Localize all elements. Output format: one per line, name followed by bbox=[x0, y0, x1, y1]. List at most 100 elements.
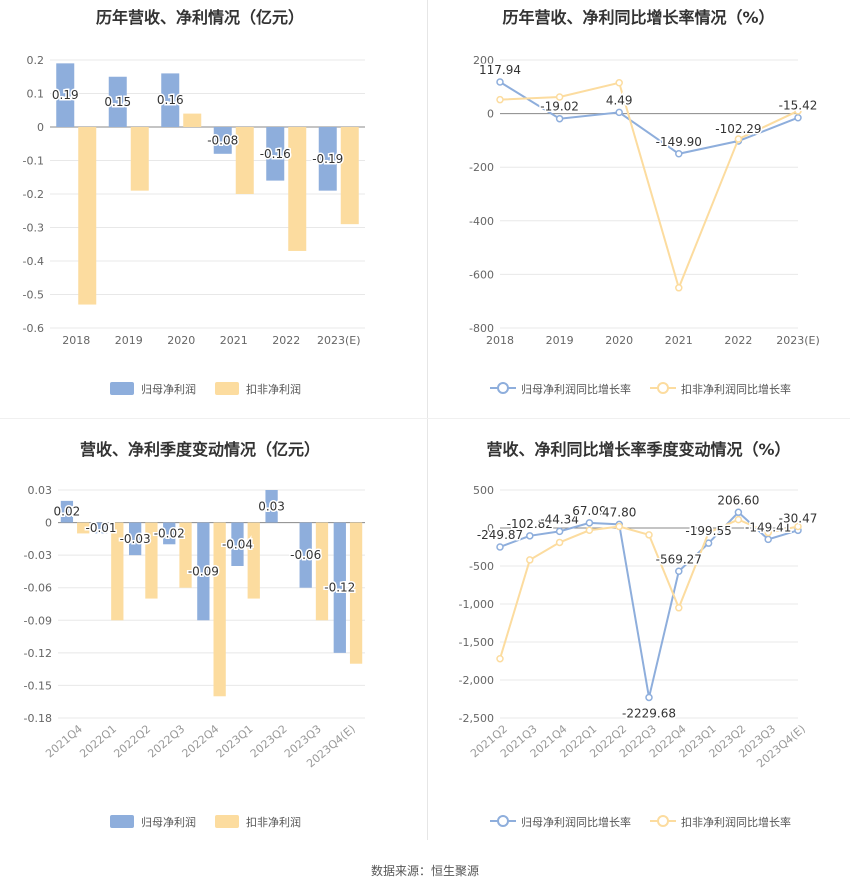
bar-deducted-net-profit bbox=[235, 127, 254, 194]
point-parent-growth bbox=[526, 532, 534, 540]
bar-deducted-net-profit bbox=[130, 127, 149, 191]
bar-deducted-net-profit bbox=[179, 522, 192, 588]
data-label: -0.16 bbox=[260, 147, 291, 161]
y-tick-label: 0.1 bbox=[27, 88, 45, 101]
point-parent-growth bbox=[496, 543, 504, 551]
data-source-footer: 数据来源：恒生聚源 bbox=[370, 864, 479, 878]
line-deducted-growth bbox=[499, 518, 799, 660]
quarterly-growth-chart: 5000-500-1,000-1,500-2,000-2,5002021Q220… bbox=[459, 484, 819, 829]
bar-deducted-net-profit bbox=[111, 522, 124, 621]
x-tick-label: 2019 bbox=[546, 334, 574, 347]
data-label: -0.08 bbox=[207, 133, 238, 147]
point-deducted-growth bbox=[615, 522, 623, 531]
point-parent-growth bbox=[764, 535, 772, 544]
legend-swatch-parent-net-profit bbox=[110, 382, 134, 395]
legend-swatch-deducted-net-profit bbox=[215, 815, 239, 828]
point-parent-growth bbox=[496, 78, 504, 86]
y-tick-label: -0.1 bbox=[23, 155, 44, 168]
x-tick-label: 2021 bbox=[665, 334, 693, 347]
y-tick-label: -0.5 bbox=[23, 289, 44, 302]
bar-parent-net-profit bbox=[213, 127, 232, 154]
x-tick-label: 2022Q1 bbox=[77, 722, 119, 760]
x-tick-label: 2021 bbox=[220, 334, 248, 347]
point-deducted-growth bbox=[704, 528, 713, 537]
chart-title-annual-growth: 历年营收、净利同比增长率情况（%） bbox=[502, 8, 775, 27]
point-parent-growth bbox=[555, 114, 564, 123]
y-tick-label: -0.3 bbox=[23, 222, 44, 235]
bar-parent-net-profit bbox=[56, 63, 75, 127]
y-tick-label: 0 bbox=[487, 522, 494, 535]
bar-parent-net-profit bbox=[299, 522, 312, 588]
data-label: 0.02 bbox=[54, 505, 81, 519]
y-tick-label: -0.4 bbox=[23, 255, 44, 268]
legend-label: 扣非净利润同比增长率 bbox=[681, 382, 791, 396]
data-label: -19.02 bbox=[540, 100, 579, 114]
legend-label: 归母净利润 bbox=[141, 815, 196, 829]
data-label: -0.09 bbox=[188, 564, 219, 578]
x-tick-label: 2023Q1 bbox=[214, 722, 256, 760]
y-tick-label: -0.2 bbox=[23, 188, 44, 201]
bar-deducted-net-profit bbox=[78, 127, 97, 305]
bar-deducted-net-profit bbox=[77, 522, 90, 534]
bar-parent-net-profit bbox=[231, 522, 244, 566]
x-tick-label: 2020 bbox=[605, 334, 633, 347]
legend-swatch-parent-net-profit bbox=[110, 815, 134, 828]
y-tick-label: 200 bbox=[473, 54, 494, 67]
x-tick-label: 2023Q2 bbox=[248, 722, 290, 760]
bar-parent-net-profit bbox=[333, 522, 346, 653]
x-tick-label: 2022Q3 bbox=[146, 722, 188, 760]
data-label: -249.87 bbox=[477, 528, 523, 542]
legend-label: 归母净利润 bbox=[141, 382, 196, 396]
annual-profit-chart: 0.2 0.1 0 -0.1 -0.2 -0.3 -0.4 -0.5 -0.6 2018 2019 2… bbox=[23, 54, 365, 396]
quarterly-profit-chart: 0.03 0 -0.03 -0.06 -0.09 -0.12 -0.15 -0.182021Q… bbox=[24, 484, 365, 829]
point-deducted-growth bbox=[764, 528, 772, 537]
point-deducted-growth bbox=[555, 93, 564, 101]
point-deducted-growth bbox=[496, 654, 504, 663]
x-tick-label: 2018 bbox=[62, 334, 90, 347]
y-tick-label: -1,000 bbox=[459, 598, 494, 611]
x-tick-label: 2019 bbox=[115, 334, 143, 347]
data-label: 0.15 bbox=[104, 95, 131, 109]
y-tick-label: -200 bbox=[469, 161, 494, 174]
x-tick-label: 2020 bbox=[167, 334, 195, 347]
x-tick-label: 2018 bbox=[486, 334, 514, 347]
y-tick-label: -0.15 bbox=[24, 679, 52, 692]
data-label: 117.94 bbox=[479, 63, 521, 77]
y-tick-label: -0.12 bbox=[24, 647, 52, 660]
legend-marker bbox=[657, 382, 669, 394]
vertical-divider bbox=[427, 0, 428, 840]
point-deducted-growth bbox=[615, 79, 623, 87]
line-parent-growth bbox=[499, 81, 799, 155]
point-deducted-growth bbox=[675, 284, 683, 292]
data-label: 206.60 bbox=[717, 493, 759, 507]
line-deducted-growth bbox=[499, 81, 799, 291]
y-tick-label: -800 bbox=[469, 322, 494, 335]
y-tick-label: -0.6 bbox=[23, 322, 44, 335]
bar-parent-net-profit bbox=[318, 127, 337, 191]
legend-label: 扣非净利润同比增长率 bbox=[681, 815, 791, 829]
data-label: 0.19 bbox=[52, 88, 79, 102]
y-tick-label: -0.03 bbox=[24, 549, 52, 562]
bar-deducted-net-profit bbox=[349, 522, 363, 664]
horizontal-divider bbox=[0, 418, 850, 419]
point-deducted-growth bbox=[526, 556, 534, 564]
bar-parent-net-profit bbox=[197, 522, 210, 621]
bar-deducted-net-profit bbox=[183, 113, 202, 127]
legend-marker bbox=[497, 815, 509, 827]
point-parent-growth bbox=[794, 113, 802, 122]
bar-deducted-net-profit bbox=[213, 522, 226, 697]
point-deducted-growth bbox=[675, 604, 683, 612]
data-label: -199.55 bbox=[685, 524, 731, 538]
y-tick-label: 0.2 bbox=[27, 54, 45, 67]
point-deducted-growth bbox=[734, 515, 743, 524]
y-tick-label: -0.06 bbox=[24, 582, 52, 595]
point-deducted-growth bbox=[585, 526, 594, 535]
legend-label: 归母净利润同比增长率 bbox=[521, 815, 631, 829]
y-tick-label: -1,500 bbox=[459, 636, 494, 649]
y-tick-label: -0.18 bbox=[24, 712, 52, 725]
bar-deducted-net-profit bbox=[340, 127, 359, 225]
point-parent-growth bbox=[675, 567, 683, 576]
point-parent-growth bbox=[615, 108, 623, 117]
y-tick-label: 0 bbox=[45, 517, 52, 530]
